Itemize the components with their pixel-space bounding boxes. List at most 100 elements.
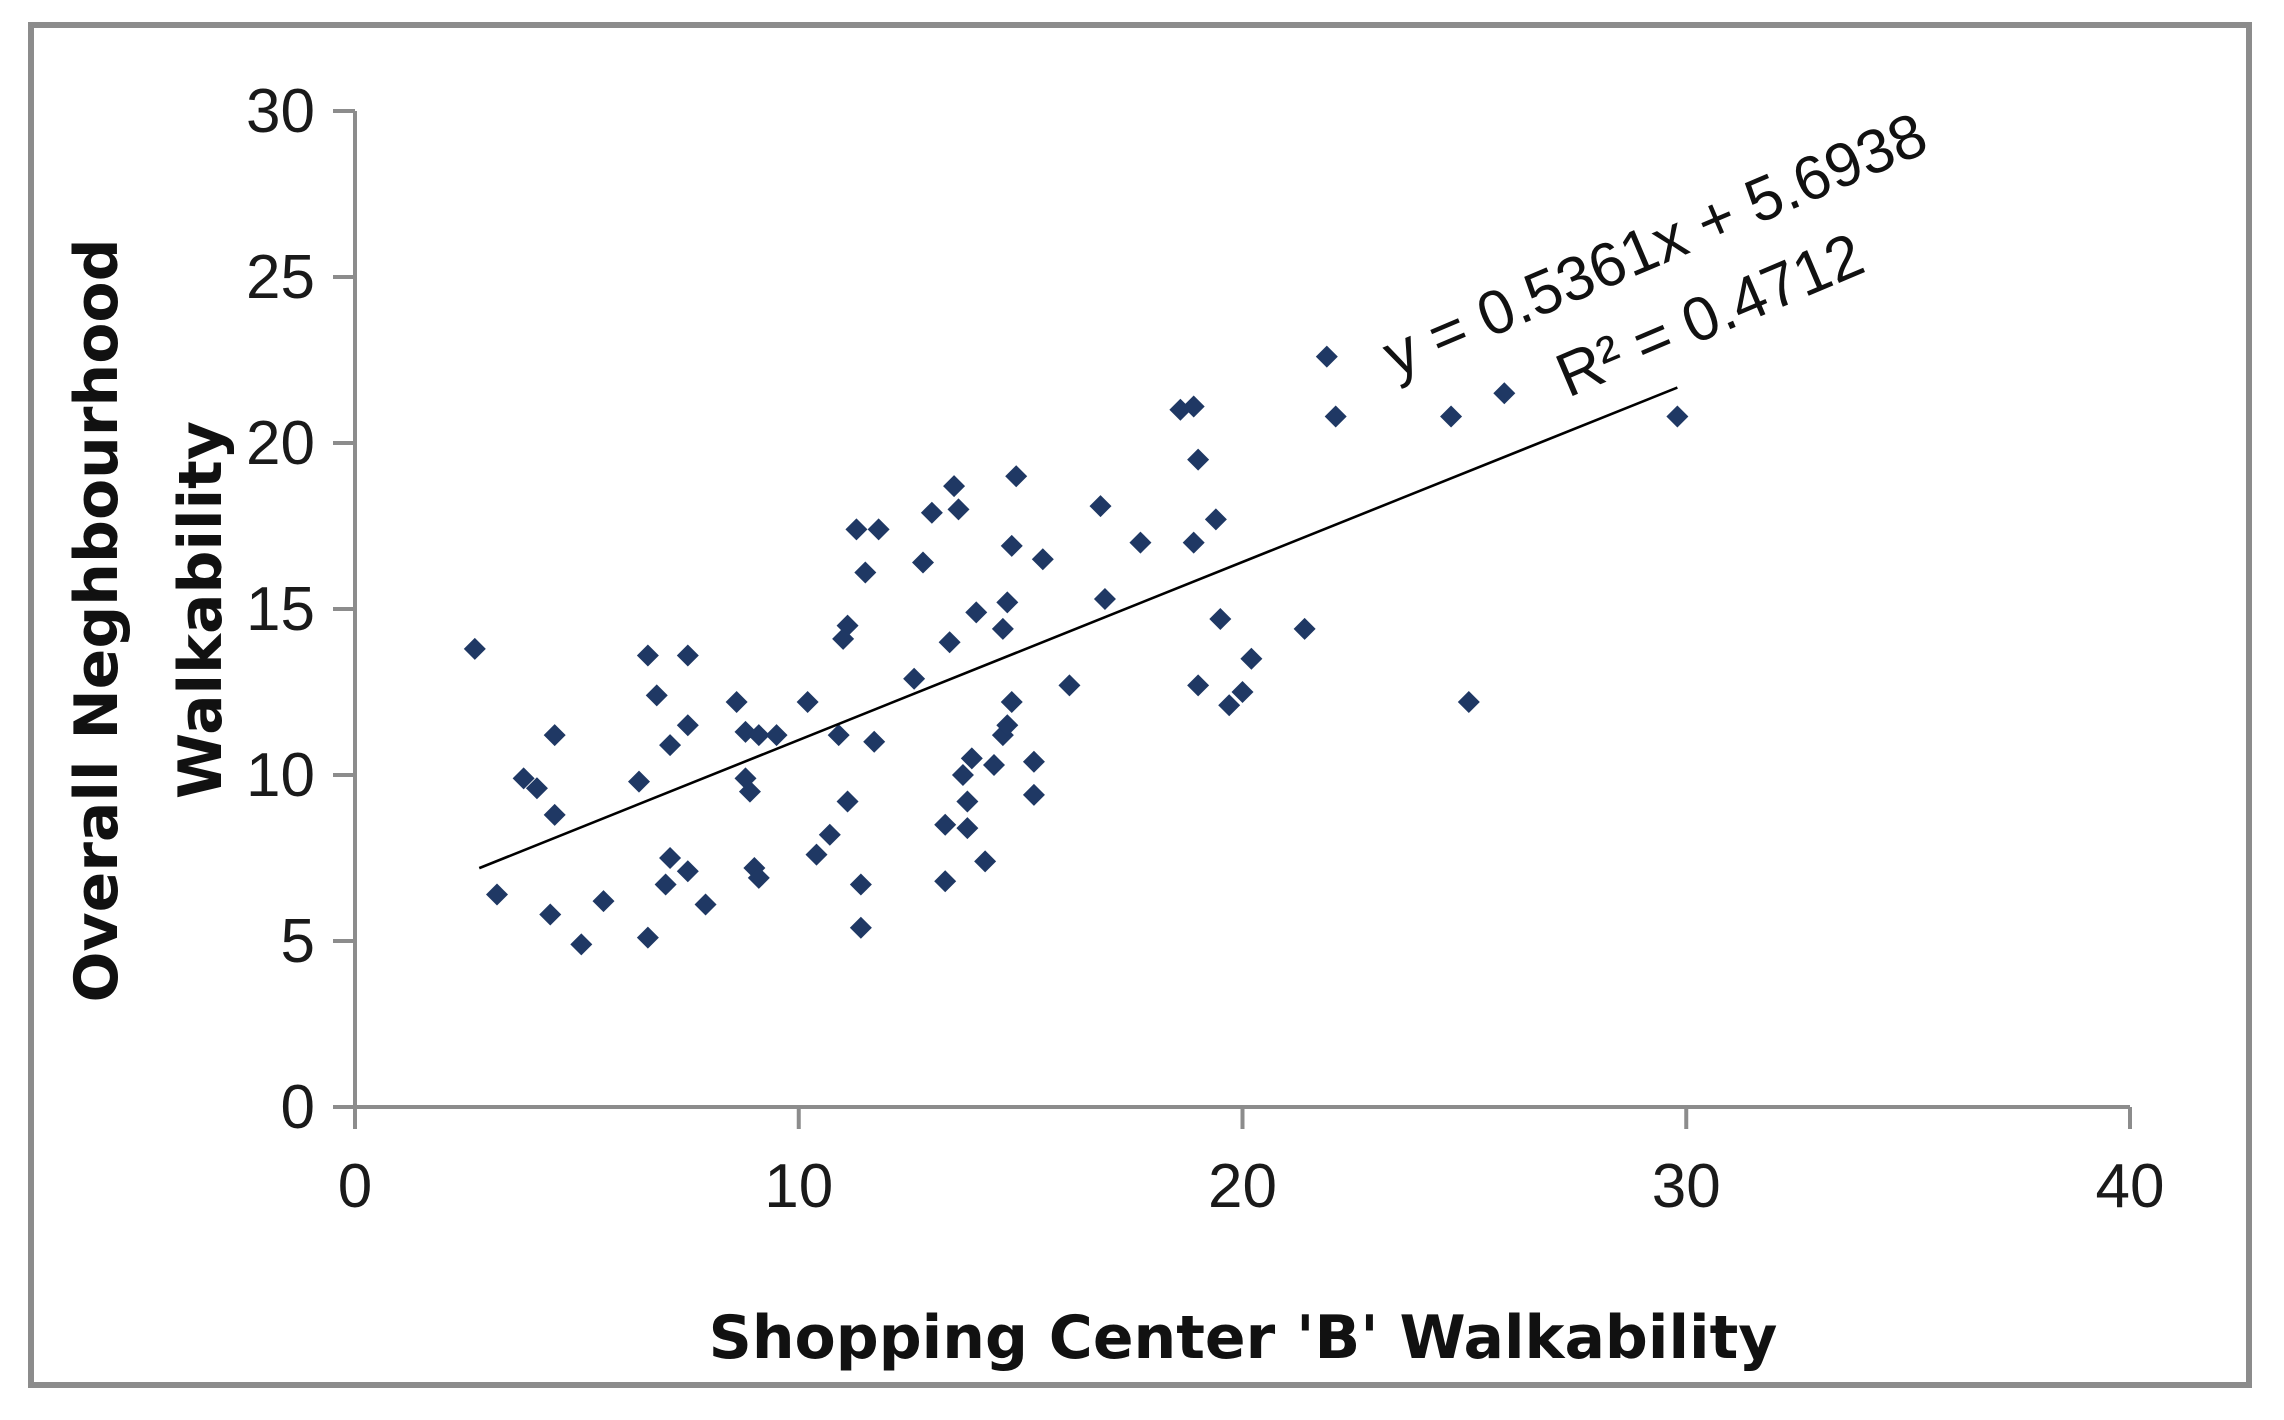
data-point — [983, 754, 1005, 777]
data-point — [525, 777, 548, 800]
y-tick-label: 25 — [246, 243, 315, 312]
data-point — [725, 690, 748, 713]
data-point — [965, 601, 988, 624]
data-point — [676, 860, 699, 883]
data-point — [1005, 465, 1028, 488]
data-point — [747, 866, 770, 889]
data-point — [1493, 382, 1516, 405]
data-point — [996, 591, 1019, 614]
data-point — [1324, 405, 1347, 428]
data-point — [943, 475, 966, 498]
data-point — [934, 870, 957, 893]
data-point — [960, 747, 983, 770]
data-point — [1089, 495, 1112, 518]
data-point — [1022, 750, 1045, 773]
data-point — [463, 637, 486, 660]
y-tick-label: 15 — [246, 575, 315, 644]
data-point — [912, 551, 934, 574]
data-point — [938, 631, 961, 654]
data-point — [1440, 405, 1463, 428]
data-point — [1315, 345, 1338, 368]
data-point — [645, 684, 668, 707]
data-point — [934, 813, 957, 836]
x-tick-label: 30 — [1652, 1152, 1721, 1221]
data-point — [836, 614, 859, 637]
data-point — [1000, 534, 1023, 557]
data-point — [1231, 681, 1254, 703]
data-point — [1031, 548, 1054, 571]
data-point — [659, 847, 682, 869]
data-points — [463, 345, 1689, 956]
data-point — [845, 518, 868, 541]
data-point — [951, 764, 974, 786]
data-point — [956, 817, 979, 840]
data-point — [1182, 395, 1205, 418]
data-point — [765, 724, 788, 747]
chart-frame — [28, 22, 2252, 1388]
data-point — [849, 873, 872, 896]
y-tick-label: 20 — [246, 409, 315, 478]
y-tick-label: 5 — [281, 907, 315, 976]
data-point — [676, 644, 699, 667]
data-point — [956, 790, 979, 813]
data-point — [543, 803, 566, 826]
x-ticks: 0 10 20 30 40 — [338, 1107, 2165, 1221]
data-point — [996, 714, 1019, 737]
x-tick-label: 0 — [338, 1152, 372, 1221]
x-tick-label: 20 — [1208, 1152, 1277, 1221]
data-point — [854, 561, 877, 584]
data-point — [1293, 617, 1316, 640]
y-axis-title-line-2: Walkability — [166, 421, 236, 799]
y-axis-title-line-1: Overall Neghbourhood — [62, 238, 132, 1002]
y-axis-title: Overall Neghbourhood Walkability — [62, 218, 236, 1003]
data-point — [1022, 783, 1045, 806]
y-tick-label: 10 — [246, 741, 315, 810]
data-point — [570, 933, 593, 956]
data-point — [659, 734, 682, 757]
data-point — [836, 790, 859, 813]
data-point — [947, 498, 970, 521]
data-point — [1093, 588, 1116, 611]
data-point — [920, 501, 943, 524]
data-point — [991, 617, 1014, 640]
data-point — [738, 780, 761, 803]
data-point — [1457, 690, 1480, 713]
data-point — [694, 893, 717, 916]
data-point — [796, 690, 819, 713]
data-point — [818, 823, 841, 846]
trendline — [478, 386, 1678, 870]
data-point — [512, 767, 535, 790]
data-point — [974, 850, 997, 873]
data-point — [849, 916, 872, 939]
x-tick-label: 40 — [2096, 1152, 2165, 1221]
data-point — [636, 644, 659, 667]
data-point — [805, 843, 828, 866]
data-point — [676, 714, 699, 737]
y-ticks: 0 5 10 15 20 25 30 — [246, 77, 355, 1142]
data-point — [863, 730, 886, 753]
data-point — [592, 890, 615, 913]
data-point — [1218, 694, 1241, 717]
data-point — [628, 770, 650, 793]
data-point — [1187, 674, 1210, 697]
data-point — [636, 926, 659, 949]
data-point — [539, 903, 562, 926]
data-point — [1182, 531, 1205, 554]
data-point — [903, 667, 926, 690]
data-point — [1209, 607, 1232, 630]
data-point — [827, 724, 850, 747]
data-point — [1187, 448, 1210, 471]
data-point — [486, 883, 508, 906]
data-point — [1666, 405, 1689, 428]
data-point — [654, 873, 677, 896]
data-point — [867, 518, 890, 541]
axes — [353, 111, 2130, 1109]
x-axis-title: Shopping Center 'B' Walkability — [709, 1303, 1778, 1373]
y-tick-label: 0 — [281, 1073, 315, 1142]
data-point — [1058, 674, 1081, 697]
y-tick-label: 30 — [246, 77, 315, 146]
data-point — [1000, 690, 1023, 713]
data-point — [747, 724, 770, 747]
data-point — [543, 724, 566, 747]
